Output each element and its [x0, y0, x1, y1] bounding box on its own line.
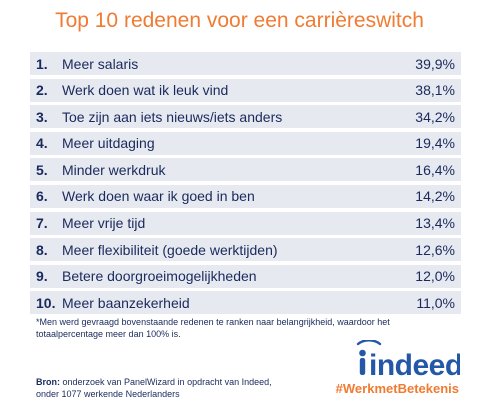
item-label: Toe zijn aan iets nieuws/iets anders — [62, 108, 283, 125]
list-item: 2. Werk doen wat ik leuk vind 38,1% — [30, 78, 461, 102]
item-rank: 5. — [36, 161, 48, 178]
list-item: 8. Meer flexibiliteit (goede werktijden)… — [30, 238, 461, 262]
reasons-list: 1. Meer salaris 39,9% 2. Werk doen wat i… — [30, 52, 461, 318]
footnote: *Men werd gevraagd bovenstaande redenen … — [36, 317, 390, 339]
item-percentage: 38,1% — [415, 82, 455, 99]
item-rank: 10. — [36, 294, 56, 311]
item-percentage: 39,9% — [415, 55, 455, 72]
item-label: Minder werkdruk — [62, 161, 166, 178]
item-label: Betere doorgroeimogelijkheden — [62, 268, 257, 285]
list-item: 9. Betere doorgroeimogelijkheden 12,0% — [30, 264, 461, 288]
indeed-logo-mark — [356, 340, 382, 375]
item-label: Meer vrije tijd — [62, 215, 146, 232]
item-label: Werk doen wat ik leuk vind — [62, 82, 229, 99]
indeed-wordmark: indeed — [369, 349, 460, 380]
list-item: 7. Meer vrije tijd 13,4% — [30, 211, 461, 235]
item-percentage: 19,4% — [415, 135, 455, 152]
item-rank: 3. — [36, 108, 48, 125]
list-item: 3. Toe zijn aan iets nieuws/iets anders … — [30, 105, 461, 129]
list-item: 10. Meer baanzekerheid 11,0% — [30, 291, 461, 315]
item-percentage: 34,2% — [415, 108, 455, 125]
item-percentage: 16,4% — [415, 161, 455, 178]
item-rank: 9. — [36, 268, 48, 285]
item-percentage: 14,2% — [415, 188, 455, 205]
list-item: 5. Minder werkdruk 16,4% — [30, 158, 461, 182]
source-note: Bron: onderzoek van PanelWizard in opdra… — [36, 376, 286, 400]
item-label: Werk doen waar ik goed in ben — [62, 188, 255, 205]
item-label: Meer flexibiliteit (goede werktijden) — [62, 241, 278, 258]
item-rank: 1. — [36, 55, 48, 72]
item-percentage: 12,0% — [415, 268, 455, 285]
source-prefix: Bron: — [36, 377, 60, 387]
item-percentage: 13,4% — [415, 215, 455, 232]
item-label: Meer salaris — [62, 55, 139, 72]
item-rank: 6. — [36, 188, 48, 205]
campaign-hashtag: #WerkmetBetekenis — [335, 381, 459, 396]
list-item: 6. Werk doen waar ik goed in ben 14,2% — [30, 184, 461, 208]
indeed-logo-icon: indeed — [356, 340, 460, 380]
item-rank: 4. — [36, 135, 48, 152]
source-text: onderzoek van PanelWizard in opdracht va… — [36, 377, 272, 399]
item-percentage: 12,6% — [415, 241, 455, 258]
item-label: Meer uitdaging — [62, 135, 155, 152]
page-title: Top 10 redenen voor een carrièreswitch — [55, 9, 424, 32]
item-label: Meer baanzekerheid — [62, 294, 190, 311]
item-rank: 8. — [36, 241, 48, 258]
item-rank: 7. — [36, 215, 48, 232]
list-item: 1. Meer salaris 39,9% — [30, 52, 461, 75]
item-percentage: 11,0% — [416, 294, 455, 311]
item-rank: 2. — [36, 82, 48, 99]
list-item: 4. Meer uitdaging 19,4% — [30, 131, 461, 155]
